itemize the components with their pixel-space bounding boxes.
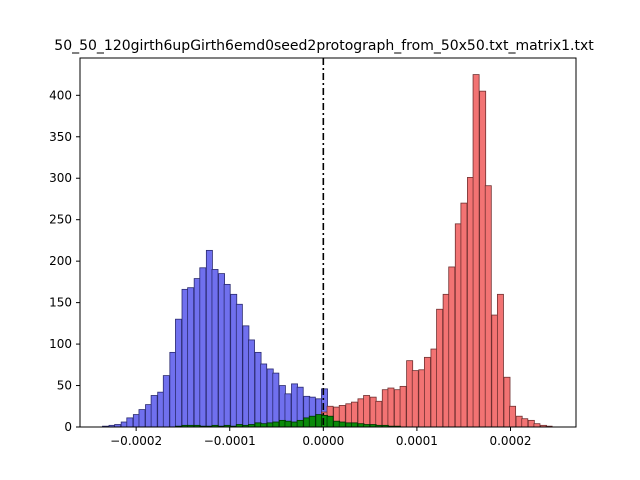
bar-series-1-bin-33 [521,418,529,428]
bar-series-1-bin-7 [363,395,371,428]
bar-series-2-bin-18 [284,420,292,428]
bar-series-1-bin-32 [515,415,523,428]
bar-series-1-bin-34 [527,419,535,428]
bar-series-1-bin-30 [503,376,511,428]
bar-series-1-bin-11 [387,387,395,428]
bar-series-0-bin-17 [205,249,213,428]
bar-series-1-bin-16 [418,369,426,428]
x-tick-label: 0.0001 [396,434,438,448]
bar-series-2-bin-25 [326,415,334,428]
bar-series-0-bin-16 [199,267,207,428]
bar-series-1-bin-17 [423,356,431,428]
bar-series-0-bin-28 [272,372,280,428]
y-tick-label: 50 [57,379,72,393]
bar-series-2-bin-26 [333,420,341,428]
bar-series-0-bin-26 [260,363,268,428]
bar-series-2-bin-21 [303,417,311,428]
bar-series-1-bin-14 [406,360,414,428]
bar-series-0-bin-3 [120,421,128,428]
bar-series-1-bin-28 [491,314,499,428]
bar-series-1-bin-18 [430,348,438,428]
bar-series-1-bin-21 [448,266,456,428]
bar-series-1-bin-22 [454,223,462,428]
bar-series-0-bin-27 [266,368,274,428]
bar-series-2-bin-24 [321,414,328,428]
bar-series-1-bin-10 [381,389,389,428]
bar-series-2-bin-27 [338,421,346,428]
bar-series-1-bin-25 [472,74,480,428]
x-tick-label: 0.0000 [302,434,344,448]
bar-series-0-bin-9 [157,391,165,428]
y-tick-label: 150 [49,296,72,310]
y-tick-label: 400 [49,88,72,102]
bar-series-2-bin-23 [315,414,323,428]
bar-series-2-bin-29 [350,422,358,428]
bar-series-2-bin-19 [291,421,298,428]
bar-series-0-bin-10 [162,375,170,428]
bar-series-2-bin-17 [278,419,286,428]
bar-series-2-bin-15 [266,422,274,428]
bar-series-1-bin-29 [496,293,504,428]
bar-series-1-bin-19 [436,308,444,428]
y-tick-label: 100 [49,337,72,351]
bar-series-0-bin-15 [193,278,201,428]
y-tick-label: 300 [49,171,72,185]
bar-series-0-bin-13 [181,288,189,428]
bar-series-1-bin-31 [509,405,517,428]
bar-series-0-bin-25 [254,351,262,428]
bar-series-0-bin-12 [175,318,182,428]
bar-series-1-bin-15 [411,370,419,428]
bar-series-2-bin-28 [345,422,353,428]
bar-series-0-bin-22 [235,303,243,428]
bar-series-1-bin-6 [357,398,365,428]
bar-series-2-bin-20 [296,419,304,428]
bar-series-0-bin-7 [145,404,152,428]
y-tick-label: 250 [49,213,72,227]
bar-series-0-bin-14 [187,287,195,428]
bar-series-0-bin-5 [132,414,140,428]
bar-series-2-bin-13 [254,422,262,428]
bar-series-2-bin-16 [272,421,280,428]
bar-series-1-bin-8 [369,396,377,428]
bar-series-1-bin-24 [467,177,474,428]
bar-series-0-bin-6 [138,409,146,428]
bar-series-1-bin-23 [460,202,468,428]
chart-title: 50_50_120girth6upGirth6emd0seed2protogra… [54,38,594,54]
plot-frame [79,57,577,428]
y-tick-label: 350 [49,130,72,144]
bar-series-1-bin-26 [479,90,487,428]
bar-series-0-bin-21 [230,293,238,428]
x-axis-ticks: −0.0002 −0.0001 0.0000 0.0001 0.0002 [110,427,531,448]
bar-series-1-bin-9 [375,400,383,428]
bar-series-0-bin-4 [126,417,134,428]
bar-series-0-bin-31 [291,383,298,428]
bar-series-0-bin-11 [169,351,177,428]
y-tick-label: 0 [64,420,72,434]
bar-series-0-bin-18 [211,269,219,428]
bar-series-1-bin-27 [484,185,492,428]
bar-series-0-bin-23 [242,325,250,428]
y-axis-ticks: 0 50 100 150 200 250 300 350 400 [49,88,80,434]
bar-series-0-bin-24 [248,339,255,428]
x-tick-label: 0.0002 [489,434,531,448]
y-tick-label: 200 [49,254,72,268]
x-tick-label: −0.0001 [204,434,256,448]
bar-series-1-bin-13 [399,385,407,428]
bar-series-0-bin-20 [223,283,231,428]
bar-series-1-bin-12 [394,389,401,428]
bar-series-2-bin-22 [308,415,316,428]
x-tick-label: −0.0002 [110,434,162,448]
bar-series-1-bin-20 [442,293,450,428]
bar-series-0-bin-19 [218,273,225,428]
bar-series-0-bin-8 [150,395,158,428]
